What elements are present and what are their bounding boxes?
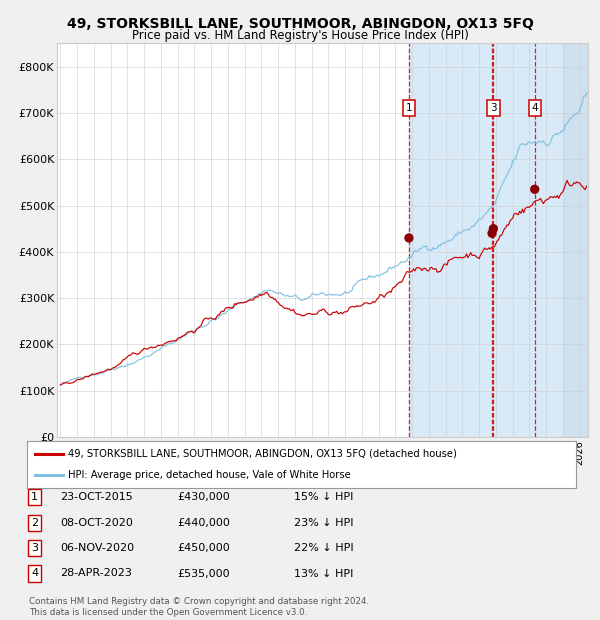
Text: 13% ↓ HPI: 13% ↓ HPI [294,569,353,578]
Text: £450,000: £450,000 [177,543,230,553]
Text: 23-OCT-2015: 23-OCT-2015 [60,492,133,502]
Text: £535,000: £535,000 [177,569,230,578]
Text: 06-NOV-2020: 06-NOV-2020 [60,543,134,553]
Text: 4: 4 [532,104,538,113]
Bar [409,43,588,437]
Text: Contains HM Land Registry data © Crown copyright and database right 2024.
This d: Contains HM Land Registry data © Crown c… [29,598,369,617]
Text: 49, STORKSBILL LANE, SOUTHMOOR, ABINGDON, OX13 5FQ: 49, STORKSBILL LANE, SOUTHMOOR, ABINGDON… [67,17,533,30]
Text: 1: 1 [31,492,38,502]
Text: 15% ↓ HPI: 15% ↓ HPI [294,492,353,502]
Text: 22% ↓ HPI: 22% ↓ HPI [294,543,353,553]
Point [487,228,497,238]
Text: 08-OCT-2020: 08-OCT-2020 [60,518,133,528]
Text: £440,000: £440,000 [177,518,230,528]
Text: 3: 3 [490,104,497,113]
Text: 4: 4 [31,569,38,578]
Point [488,224,498,234]
Text: Price paid vs. HM Land Registry's House Price Index (HPI): Price paid vs. HM Land Registry's House … [131,29,469,42]
Text: 49, STORKSBILL LANE, SOUTHMOOR, ABINGDON, OX13 5FQ (detached house): 49, STORKSBILL LANE, SOUTHMOOR, ABINGDON… [68,449,457,459]
Bar [563,43,588,437]
Bar [563,43,588,437]
Text: HPI: Average price, detached house, Vale of White Horse: HPI: Average price, detached house, Vale… [68,471,351,480]
Text: 2: 2 [31,518,38,528]
Text: 28-APR-2023: 28-APR-2023 [60,569,132,578]
Point [530,184,539,194]
Text: £430,000: £430,000 [177,492,230,502]
Point [404,233,414,243]
Text: 23% ↓ HPI: 23% ↓ HPI [294,518,353,528]
Text: 3: 3 [31,543,38,553]
Text: 1: 1 [406,104,412,113]
